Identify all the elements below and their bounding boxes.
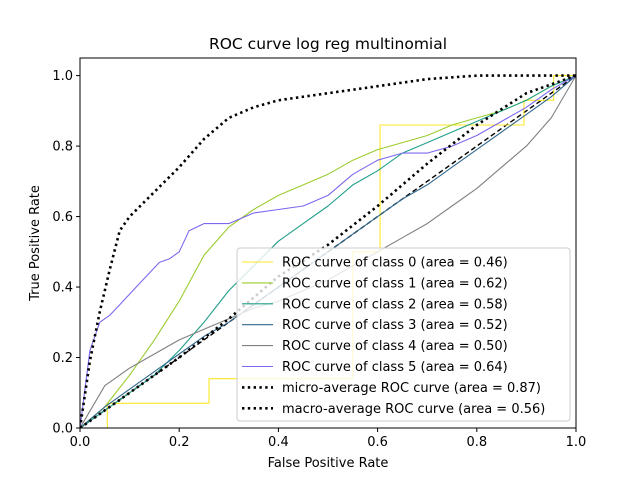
x-tick-label: 0.8 <box>466 435 487 450</box>
series-line-7 <box>80 74 576 428</box>
x-tick-label: 0.4 <box>268 435 289 450</box>
legend-box <box>236 247 571 422</box>
legend-label-2: ROC curve of class 2 (area = 0.58) <box>282 297 508 312</box>
legend: ROC curve of class 0 (area = 0.46) ROC cu… <box>236 247 571 422</box>
legend-label-3: ROC curve of class 3 (area = 0.52) <box>282 318 508 333</box>
series-line-2 <box>80 75 576 428</box>
chart-title: ROC curve log reg multinomial <box>209 35 447 53</box>
axis-ticks: 0.00.0 0.2 0.2 0.4 0.4 0.6 0.6 0.8 0.8 1.0 1.0 <box>52 69 586 450</box>
y-tick-label: 0.6 <box>52 210 73 225</box>
legend-label-4: ROC curve of class 4 (area = 0.50) <box>282 339 508 354</box>
x-tick-label: 1.0 <box>566 435 587 450</box>
y-tick-label: 1.0 <box>52 69 73 84</box>
x-axis-label: False Positive Rate <box>268 456 389 471</box>
x-tick-label: 0.6 <box>367 435 388 450</box>
y-tick-label: 0.0 <box>52 422 73 437</box>
series-line-1 <box>80 75 576 428</box>
y-tick-label: 0.4 <box>52 281 73 296</box>
y-tick-label: 0.2 <box>52 351 73 366</box>
series-line-6 <box>80 74 576 428</box>
legend-label-7: macro-average ROC curve (area = 0.56) <box>282 402 545 417</box>
legend-label-5: ROC curve of class 5 (area = 0.64) <box>282 360 508 375</box>
y-tick-label: 0.8 <box>52 140 73 155</box>
axes-frame <box>79 57 577 429</box>
x-tick-label: 0.0 <box>70 435 91 450</box>
series-line-5 <box>80 75 576 428</box>
x-tick-label: 0.2 <box>169 435 190 450</box>
legend-label-0: ROC curve of class 0 (area = 0.46) <box>282 256 508 271</box>
legend-label-1: ROC curve of class 1 (area = 0.62) <box>282 276 508 291</box>
y-axis-label: True Positive Rate <box>28 185 43 302</box>
legend-label-6: micro-average ROC curve (area = 0.87) <box>282 381 541 396</box>
